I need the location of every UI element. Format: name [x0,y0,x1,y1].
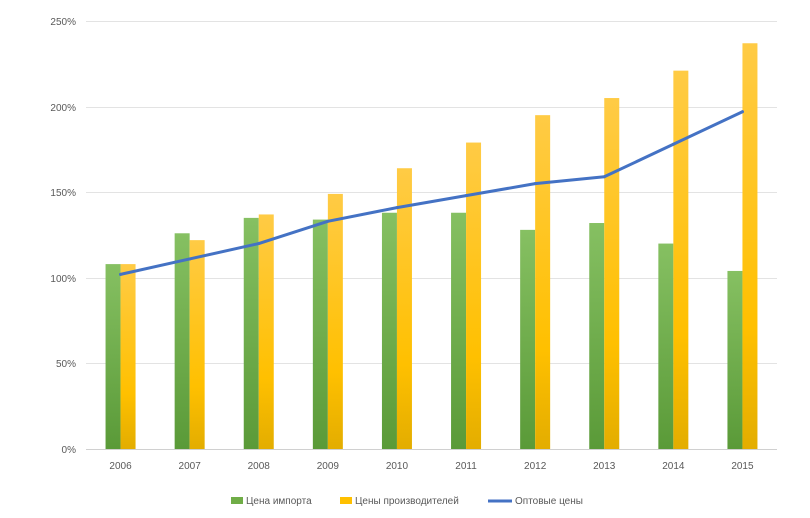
line-point [464,194,468,198]
bar-producer-price [258,214,274,449]
x-tick-label: 2006 [109,461,132,472]
line-point [533,182,537,186]
line-point [671,142,675,146]
x-tick-label: 2009 [317,461,340,472]
bar-import-price [589,223,605,449]
bar-producer-price [327,193,343,449]
bar-producer-price [604,98,620,449]
y-tick-label: 100% [50,274,76,285]
line-point [602,175,606,179]
bar-import-price [105,264,121,449]
legend-wholesale-price: Оптовые цены [488,496,583,507]
bar-import-price [658,243,674,449]
legend-swatch [340,497,352,504]
bar-producer-price [466,142,482,449]
bar-import-price [243,217,259,449]
legend-label: Оптовые цены [515,496,583,507]
bar-producer-price [396,168,412,449]
legend: Цена импорта Цены производителей Оптовые ц… [231,496,583,507]
y-tick-label: 0% [62,445,77,456]
line-point [188,257,192,261]
legend-import-price: Цена импорта [231,496,312,507]
x-tick-label: 2014 [662,461,685,472]
y-tick-label: 50% [56,359,76,370]
x-tick-label: 2013 [593,461,616,472]
line-point [740,110,744,114]
x-tick-label: 2008 [248,461,271,472]
y-tick-label: 200% [50,103,76,114]
line-wholesale-price [119,110,744,276]
y-tick-label: 150% [50,188,76,199]
bar-producer-price [673,70,689,449]
x-tick-label: 2012 [524,461,547,472]
bar-producer-price [742,43,758,449]
legend-swatch [231,497,243,504]
legend-label: Цена импорта [246,496,312,507]
bar-import-price [174,233,190,449]
x-tick-label: 2011 [455,461,477,472]
x-axis-labels: 2006 2007 2008 2009 2010 2011 2012 2013 2014 2015 [109,461,754,472]
bar-import-price [451,212,467,449]
bar-import-price [381,212,397,449]
legend-producer-price: Цены производителей [340,496,459,507]
line-point [257,242,261,246]
line-point [395,206,399,210]
bar-producer-price [535,115,551,449]
x-tick-label: 2010 [386,461,409,472]
bar-producer-price [120,264,136,449]
bar-import-price [312,219,328,449]
line-point [326,219,330,223]
line-point [119,272,123,276]
line-series [119,110,744,276]
x-tick-label: 2007 [179,461,202,472]
legend-label: Цены производителей [355,496,459,507]
bars [105,43,758,449]
x-tick-label: 2015 [731,461,754,472]
y-axis-labels: 0% 50% 100% 150% 200% 250% [50,17,76,456]
bar-producer-price [189,240,205,449]
bar-import-price [727,270,743,449]
bar-import-price [520,229,536,449]
y-tick-label: 250% [50,17,76,28]
